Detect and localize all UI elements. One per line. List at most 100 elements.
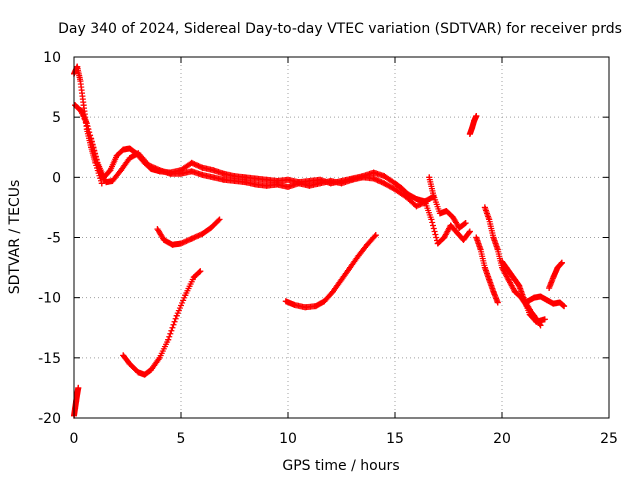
data-point [490,288,497,295]
data-point [430,192,437,199]
data-point [372,232,379,239]
data-point [347,264,354,271]
data-point [77,78,84,85]
data-point [449,214,456,221]
series-arc-tail [524,293,568,310]
data-point [398,185,405,192]
data-point [317,180,324,187]
data-point [434,240,441,247]
data-point [188,159,195,166]
series-arc-upper-start [71,63,105,187]
data-point [156,167,163,174]
x-tick-label: 20 [493,431,511,447]
data-point-markers [120,268,204,378]
series-arc-short-upper [466,112,480,138]
data-point [421,198,428,205]
data-point [126,155,133,162]
series-arc-mid-right [282,232,379,311]
data-point [426,174,433,181]
data-point-markers [282,232,379,311]
data-point [456,224,463,231]
data-point [349,176,356,183]
data-point [471,117,478,124]
data-point [118,167,125,174]
grid [74,57,609,418]
data-point [541,316,548,323]
data-point [210,167,217,174]
data-point [160,236,167,243]
y-tick-label: -20 [38,411,61,427]
data-point [473,234,480,241]
y-tick-label: 10 [43,50,61,66]
data-point [135,150,142,157]
data-point [98,180,105,187]
data-point [469,124,476,131]
data-point [329,288,336,295]
data-point [154,226,161,233]
data-point [83,120,90,127]
series-arc-falling-d [481,204,544,329]
series-arc-falling-c [473,234,501,306]
data-point [291,301,298,308]
data-point [75,384,82,391]
data-point [242,179,249,186]
data-point [169,241,176,248]
data-point [190,274,197,281]
data-point [178,170,184,177]
data-point [178,240,184,247]
data-point [312,303,319,310]
data-point-markers [481,204,544,329]
data-point [526,311,533,318]
y-tick-label: -5 [47,231,61,247]
data-point-markers [154,216,223,248]
series-arc-tail-upper [546,259,565,292]
data-point [520,294,527,301]
data-point [370,169,377,176]
data-point [109,177,116,184]
data-point [428,216,435,223]
data-point [364,241,371,248]
data-point [80,102,87,109]
data-point [413,195,420,202]
data-point [481,264,488,271]
data-point [216,216,223,223]
data-point [210,174,217,181]
data-point [466,228,473,235]
data-point [494,299,501,306]
x-tick-label: 5 [177,431,186,447]
data-point [295,180,302,187]
data-point [321,298,328,305]
data-point [141,371,148,378]
data-point-markers [466,112,480,138]
data-point [511,288,518,295]
data-point [263,182,270,189]
data-point [381,173,388,180]
data-point [338,276,345,283]
data-point [537,293,544,300]
data-point [220,170,227,177]
data-point [77,106,84,113]
data-point [302,304,309,311]
data-point [285,176,291,183]
data-point [486,276,493,283]
y-tick-label: -15 [38,351,61,367]
data-point [466,131,473,138]
y-tick-label: 5 [52,110,61,126]
y-tick-label: 0 [52,170,61,186]
data-point [561,303,568,310]
data-point [263,176,270,183]
series-arc-late-dip [520,294,548,325]
data-point [550,274,557,281]
data-point [441,234,448,241]
data-point [156,354,163,361]
data-point [413,203,420,210]
data-point [503,264,510,271]
data-point [511,276,518,283]
data-point [462,220,469,227]
data-point [113,152,120,159]
data-point [74,63,81,70]
data-point [516,282,523,289]
data-point [546,285,553,292]
data-point [490,234,497,241]
data-point [274,181,281,188]
